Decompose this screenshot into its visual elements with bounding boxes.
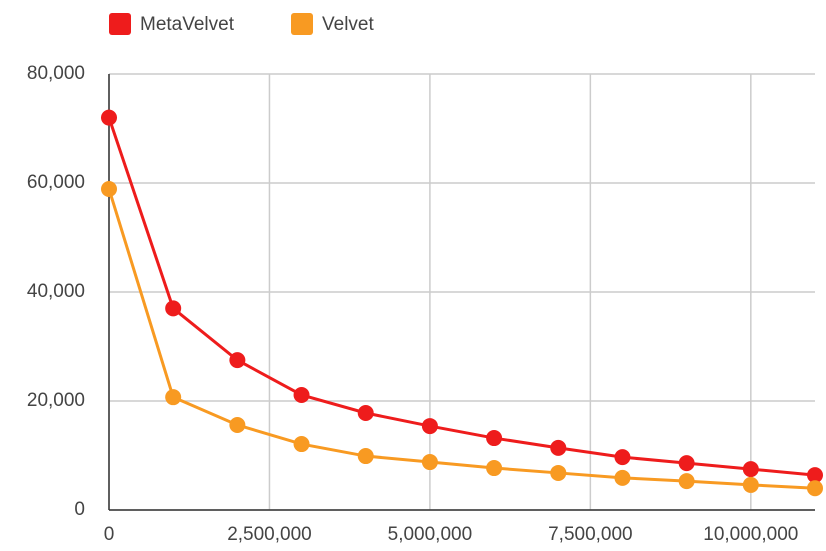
data-point — [614, 469, 631, 486]
legend-swatch — [109, 13, 131, 35]
data-point — [165, 389, 182, 406]
y-tick-label: 80,000 — [27, 63, 85, 84]
series-line — [107, 188, 816, 490]
series-line — [107, 117, 816, 477]
data-point — [101, 109, 117, 126]
data-point — [678, 473, 695, 490]
data-point — [486, 430, 503, 447]
data-point — [421, 418, 438, 435]
legend-swatch — [291, 13, 313, 35]
y-tick-label: 40,000 — [27, 281, 85, 302]
data-point — [229, 352, 246, 369]
data-point — [742, 461, 759, 478]
x-tick-label: 7,500,000 — [548, 524, 633, 545]
x-tick-label: 2,500,000 — [227, 524, 312, 545]
data-point — [293, 436, 310, 453]
x-tick-label: 0 — [104, 524, 115, 545]
data-point — [421, 454, 438, 471]
data-point — [486, 460, 503, 477]
data-point — [357, 448, 374, 465]
data-point — [101, 180, 117, 197]
data-point — [357, 404, 374, 421]
data-point — [678, 455, 695, 472]
data-point — [550, 439, 567, 456]
data-point — [614, 449, 631, 466]
data-point — [229, 416, 246, 433]
data-point — [742, 476, 759, 493]
data-point — [550, 464, 567, 481]
x-tick-label: 5,000,000 — [388, 524, 473, 545]
legend-label: MetaVelvet — [140, 14, 235, 35]
y-tick-label: 0 — [74, 499, 85, 520]
x-tick-label: 10,000,000 — [703, 524, 798, 545]
legend-label: Velvet — [322, 14, 374, 35]
data-point — [807, 467, 823, 484]
data-point — [807, 480, 823, 497]
data-point — [293, 387, 310, 404]
y-tick-label: 60,000 — [27, 172, 85, 193]
y-tick-label: 20,000 — [27, 390, 85, 411]
data-point — [165, 300, 182, 317]
